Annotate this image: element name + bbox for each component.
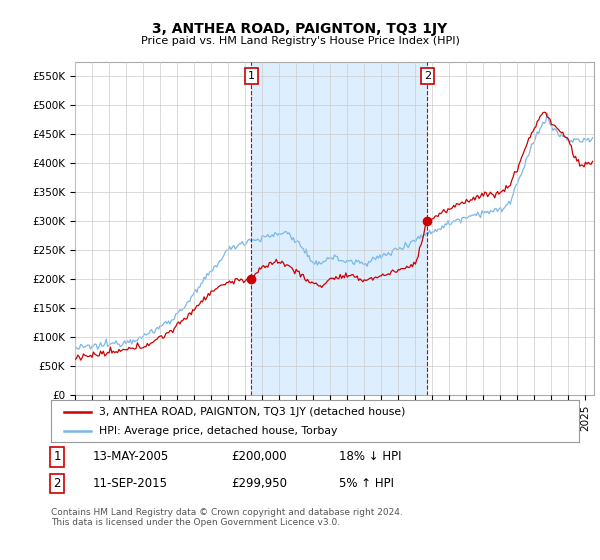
Text: 1: 1 bbox=[248, 71, 255, 81]
Text: 2: 2 bbox=[53, 477, 61, 490]
Text: £299,950: £299,950 bbox=[231, 477, 287, 490]
Text: 2: 2 bbox=[424, 71, 431, 81]
Text: 18% ↓ HPI: 18% ↓ HPI bbox=[339, 450, 401, 463]
Text: 11-SEP-2015: 11-SEP-2015 bbox=[93, 477, 168, 490]
Text: HPI: Average price, detached house, Torbay: HPI: Average price, detached house, Torb… bbox=[98, 426, 337, 436]
Text: 3, ANTHEA ROAD, PAIGNTON, TQ3 1JY (detached house): 3, ANTHEA ROAD, PAIGNTON, TQ3 1JY (detac… bbox=[98, 407, 405, 417]
Text: 1: 1 bbox=[53, 450, 61, 463]
Text: Price paid vs. HM Land Registry's House Price Index (HPI): Price paid vs. HM Land Registry's House … bbox=[140, 36, 460, 46]
Bar bbox=[251, 62, 427, 395]
Text: 5% ↑ HPI: 5% ↑ HPI bbox=[339, 477, 394, 490]
Text: 13-MAY-2005: 13-MAY-2005 bbox=[93, 450, 169, 463]
Text: Contains HM Land Registry data © Crown copyright and database right 2024.
This d: Contains HM Land Registry data © Crown c… bbox=[51, 508, 403, 528]
Text: £200,000: £200,000 bbox=[231, 450, 287, 463]
Text: 3, ANTHEA ROAD, PAIGNTON, TQ3 1JY: 3, ANTHEA ROAD, PAIGNTON, TQ3 1JY bbox=[152, 22, 448, 36]
